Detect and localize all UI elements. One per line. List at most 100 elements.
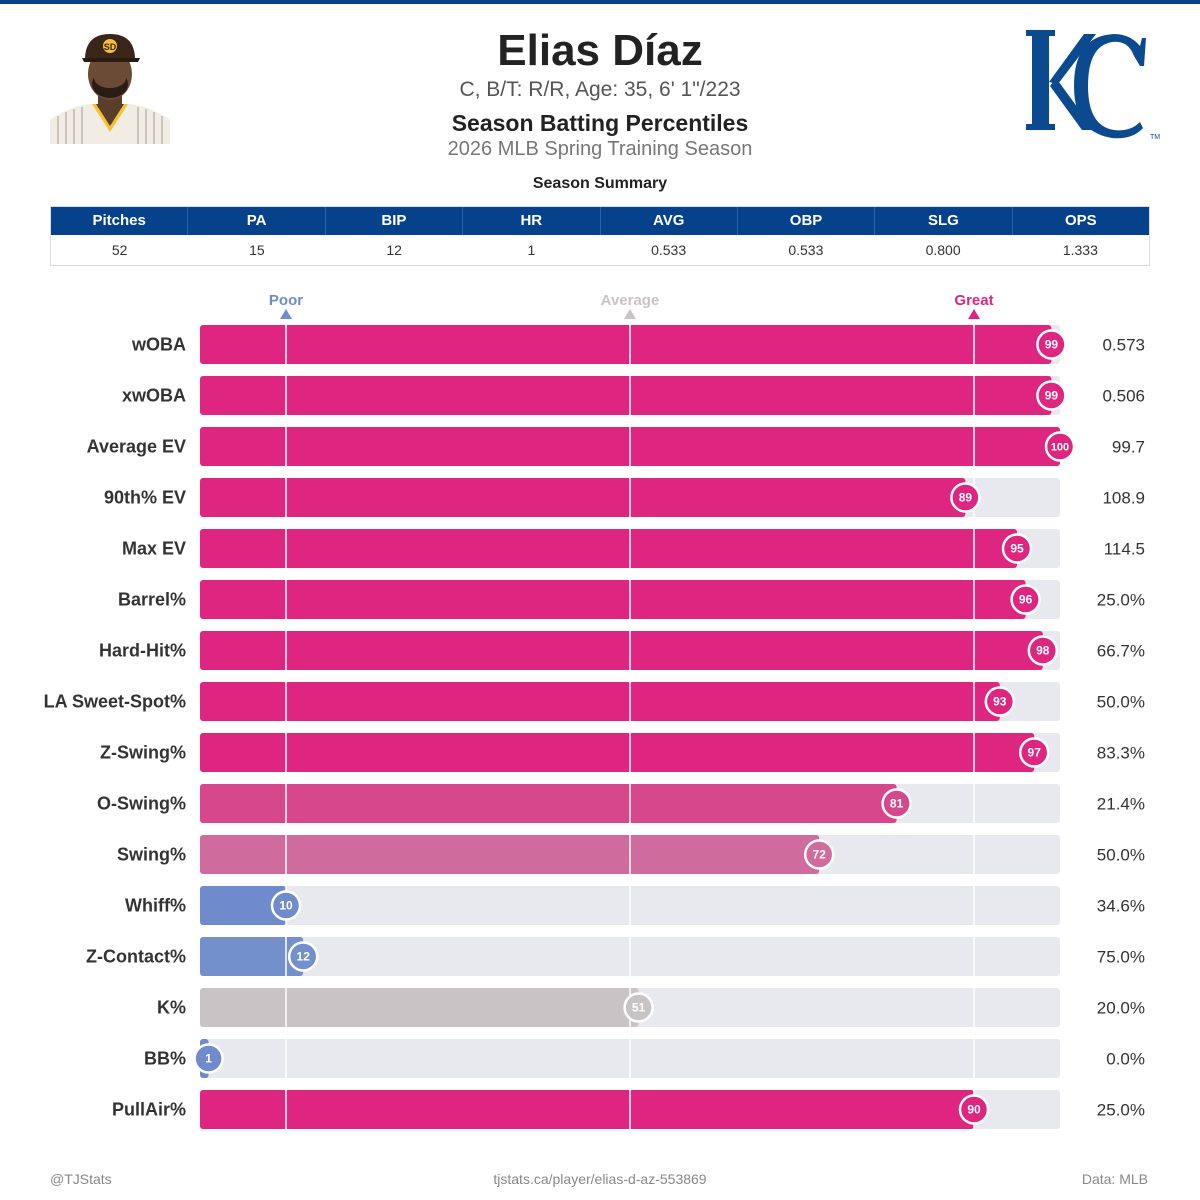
reference-marker-poor (280, 309, 292, 319)
percentile-badge-pullair (958, 1094, 990, 1125)
percentile-label-hard-hit: 98 (1036, 644, 1050, 658)
percentile-badge-hard-hit (1027, 635, 1059, 666)
percentile-bar-pullair (200, 1090, 974, 1129)
player-headshot-image: SD (50, 24, 170, 144)
percentile-badge-k (623, 992, 654, 1023)
summary-header-ops: OPS (1064, 212, 1097, 229)
summary-value-hr: 1 (527, 242, 536, 258)
stat-value-average-ev: 99.7 (1112, 438, 1145, 457)
percentile-label-o-swing: 81 (890, 797, 904, 811)
percentile-bar-xwoba (200, 376, 1052, 415)
percentile-label-la-sweet-spot: 93 (993, 695, 1007, 709)
stat-value-max-ev: 114.5 (1104, 540, 1145, 559)
percentile-bar-hard-hit (200, 631, 1043, 670)
percentile-badge-whiff (270, 890, 302, 921)
percentile-badge-xwoba (1036, 380, 1067, 411)
percentile-badge-average-ev (1044, 431, 1076, 462)
stat-value-90th-ev: 108.9 (1102, 489, 1145, 508)
reference-marker-great (968, 309, 980, 319)
metric-label-max-ev: Max EV (122, 539, 186, 559)
player-bio: C, B/T: R/R, Age: 35, 6' 1"/223 (459, 78, 741, 101)
percentile-bar-la-sweet-spot (200, 682, 1000, 721)
summary-value-pitches: 52 (111, 242, 128, 258)
metric-label-whiff: Whiff% (125, 896, 186, 916)
percentile-bar-swing (200, 835, 820, 874)
summary-header-hr: HR (463, 207, 601, 235)
footer-url[interactable]: tjstats.ca/player/elias-d-az-553869 (493, 1171, 707, 1187)
summary-value-bip: 12 (386, 242, 402, 258)
metric-label-xwoba: xwOBA (122, 386, 186, 406)
summary-header-avg: AVG (601, 207, 738, 235)
percentile-badge-swing (803, 839, 835, 870)
stat-value-swing: 50.0% (1097, 846, 1145, 865)
percentile-bar-barrel (200, 580, 1026, 619)
reference-label-great: Great (954, 292, 993, 309)
percentile-bar-z-contact (200, 937, 304, 976)
reference-label-poor: Poor (269, 292, 303, 309)
percentile-badge-barrel (1010, 584, 1041, 615)
percentile-badge-la-sweet-spot (984, 686, 1016, 717)
percentile-label-whiff: 10 (279, 899, 293, 913)
team-logo: TM (1026, 30, 1160, 141)
stat-value-z-swing: 83.3% (1097, 744, 1145, 763)
player-name: Elias Díaz (497, 26, 703, 75)
stat-value-z-contact: 75.0% (1097, 948, 1145, 967)
summary-header-row: Pitches PA BIP HR AVG OBP SLG OPS (51, 207, 1149, 235)
percentile-bar-90th-ev (200, 478, 966, 517)
footer-source: Data: MLB (1081, 1171, 1148, 1187)
metric-label-z-contact: Z-Contact% (86, 947, 186, 967)
percentile-label-bb: 1 (205, 1052, 212, 1066)
report-subtitle: Season Batting Percentiles (451, 110, 749, 136)
svg-text:SD: SD (104, 42, 117, 52)
percentile-chart-svg: Poor Average Great wOBA 99 0.573 xwOBA 99 0.506 A… (44, 292, 1145, 1129)
summary-value-ops: 1.333 (1062, 242, 1098, 258)
percentile-badge-woba (1036, 329, 1067, 360)
percentile-badge-max-ev (1001, 533, 1033, 564)
stat-value-hard-hit: 66.7% (1097, 642, 1145, 661)
season-summary-title: Season Summary (532, 175, 668, 192)
footer: @TJStats tjstats.ca/player/elias-d-az-55… (0, 1168, 1200, 1190)
percentile-bar-z-swing (200, 733, 1035, 772)
percentile-label-pullair: 90 (967, 1103, 981, 1117)
stat-value-k: 20.0% (1097, 999, 1145, 1018)
stat-value-o-swing: 21.4% (1097, 795, 1145, 814)
reference-marker-average (624, 309, 636, 319)
stat-value-la-sweet-spot: 50.0% (1097, 693, 1145, 712)
summary-header-pa: PA (188, 207, 326, 235)
metric-label-pullair: PullAir% (112, 1100, 186, 1120)
percentile-badge-bb (193, 1043, 224, 1074)
metric-label-z-swing: Z-Swing% (100, 743, 186, 763)
season-label: 2026 MLB Spring Training Season (447, 138, 753, 160)
summary-value-slg: 0.800 (925, 242, 961, 258)
percentile-label-xwoba: 99 (1045, 389, 1059, 403)
summary-header-pitches: Pitches (51, 207, 189, 235)
metric-label-o-swing: O-Swing% (97, 794, 186, 814)
summary-values-row: 52 15 12 1 0.533 0.533 0.800 1.333 (51, 235, 1149, 265)
percentile-label-swing: 72 (813, 848, 827, 862)
svg-text:TM: TM (1150, 134, 1160, 141)
top-accent-bar (0, 0, 1200, 4)
summary-value-avg: 0.533 (651, 242, 687, 258)
percentile-label-woba: 99 (1045, 338, 1059, 352)
metric-label-bb: BB% (144, 1049, 186, 1069)
metric-label-average-ev: Average EV (87, 437, 186, 457)
stat-value-pullair: 25.0% (1097, 1101, 1145, 1120)
summary-header-bip: BIP (326, 207, 464, 235)
stat-value-xwoba: 0.506 (1102, 387, 1145, 406)
summary-value-obp: 0.533 (788, 242, 824, 258)
summary-header-obp: OBP (738, 207, 876, 235)
footer-handle[interactable]: @TJStats (50, 1171, 112, 1187)
stat-value-barrel: 25.0% (1097, 591, 1145, 610)
player-header: SD Elias Díaz C, B/T: R/R, Age: 35, 6' 1… (0, 0, 1200, 170)
percentile-chart: Poor Average Great wOBA 99 0.573 xwOBA 99 0.506 A… (0, 280, 1200, 1140)
percentile-label-max-ev: 95 (1010, 542, 1024, 556)
metric-label-hard-hit: Hard-Hit% (99, 641, 186, 661)
percentile-badge-o-swing (881, 788, 912, 819)
percentile-bar-max-ev (200, 529, 1017, 568)
percentile-label-z-swing: 97 (1028, 746, 1042, 760)
percentile-badge-z-swing (1018, 737, 1050, 768)
stat-value-bb: 0.0% (1106, 1050, 1145, 1069)
percentile-bar-k (200, 988, 639, 1027)
stat-value-woba: 0.573 (1102, 336, 1145, 355)
percentile-label-barrel: 96 (1019, 593, 1033, 607)
